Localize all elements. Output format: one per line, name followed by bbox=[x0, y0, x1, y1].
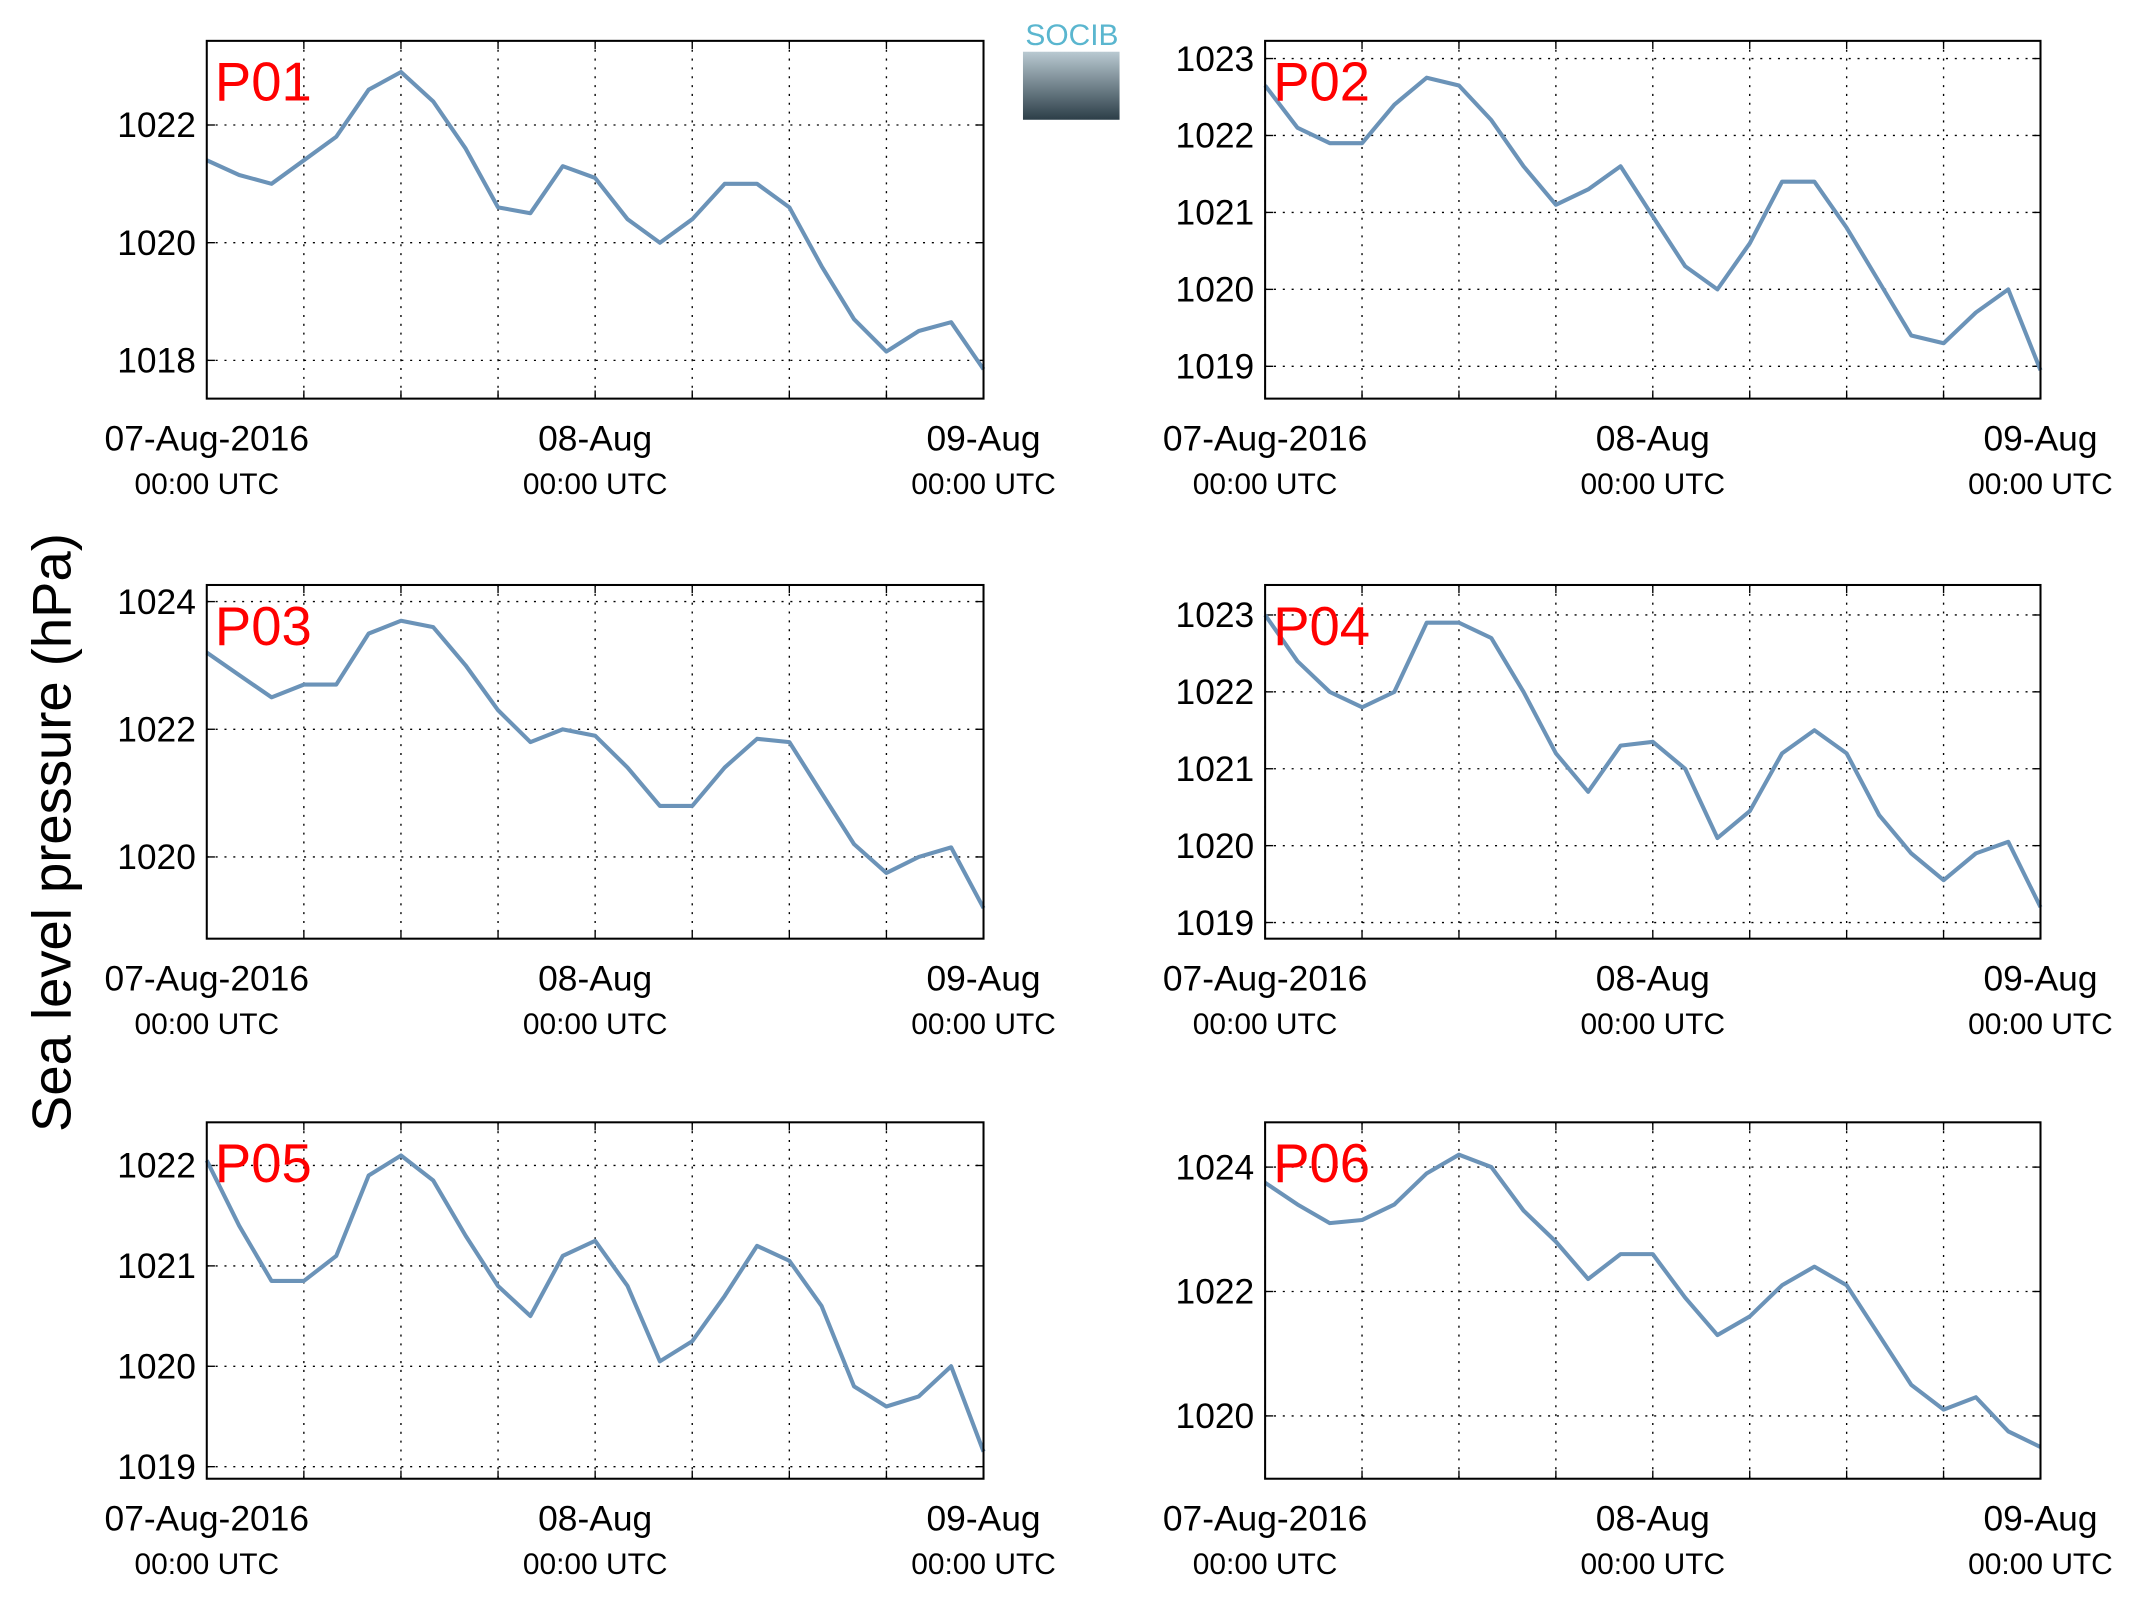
series-line bbox=[1263, 1152, 2042, 1449]
x-tick-sublabel: 00:00 UTC bbox=[911, 1548, 1056, 1581]
panel-title: P06 bbox=[1273, 1133, 1370, 1194]
y-tick-label: 1020 bbox=[1176, 271, 1255, 310]
series-line bbox=[205, 69, 986, 371]
y-tick-label: 1020 bbox=[117, 224, 196, 263]
axes-box bbox=[1264, 583, 2042, 940]
axes-box bbox=[205, 583, 985, 940]
x-tick-label: 09-Aug bbox=[927, 1499, 1041, 1538]
panel-title: P01 bbox=[215, 52, 312, 113]
y-tick-label: 1019 bbox=[1176, 904, 1255, 943]
panel-title: P04 bbox=[1273, 596, 1370, 657]
x-tick-sublabel: 00:00 UTC bbox=[134, 1548, 279, 1581]
logo-mark bbox=[1022, 51, 1120, 120]
series-line bbox=[205, 618, 986, 910]
x-tick-label: 07-Aug-2016 bbox=[1163, 1499, 1367, 1538]
x-tick-label: 07-Aug-2016 bbox=[105, 959, 309, 998]
x-tick-label: 07-Aug-2016 bbox=[1163, 419, 1367, 458]
y-tick-label: 1022 bbox=[117, 106, 196, 145]
y-tick-label: 1024 bbox=[117, 583, 196, 622]
y-tick-label: 1022 bbox=[1176, 673, 1255, 712]
x-tick-sublabel: 00:00 UTC bbox=[1968, 1548, 2113, 1581]
x-tick-sublabel: 00:00 UTC bbox=[523, 1548, 668, 1581]
y-tick-label: 1022 bbox=[117, 711, 196, 750]
axes-box bbox=[205, 39, 985, 400]
x-tick-sublabel: 00:00 UTC bbox=[523, 468, 668, 501]
y-tick-label: 1021 bbox=[1176, 194, 1255, 233]
x-tick-label: 08-Aug bbox=[538, 959, 652, 998]
y-tick-label: 1019 bbox=[117, 1448, 196, 1487]
x-tick-sublabel: 00:00 UTC bbox=[911, 1008, 1056, 1041]
panel-title: P05 bbox=[215, 1133, 312, 1194]
y-axis-label: Sea level pressure (hPa) bbox=[22, 533, 83, 1132]
x-tick-label: 08-Aug bbox=[1596, 959, 1710, 998]
x-tick-sublabel: 00:00 UTC bbox=[1580, 1008, 1725, 1041]
x-tick-label: 09-Aug bbox=[927, 959, 1041, 998]
x-tick-sublabel: 00:00 UTC bbox=[134, 1008, 279, 1041]
x-tick-label: 09-Aug bbox=[927, 419, 1041, 458]
x-tick-sublabel: 00:00 UTC bbox=[1580, 468, 1725, 501]
x-tick-sublabel: 00:00 UTC bbox=[1193, 468, 1338, 501]
x-tick-sublabel: 00:00 UTC bbox=[1968, 468, 2113, 501]
y-tick-label: 1020 bbox=[117, 838, 196, 877]
x-tick-label: 09-Aug bbox=[1983, 1499, 2097, 1538]
x-tick-label: 08-Aug bbox=[538, 419, 652, 458]
y-tick-label: 1018 bbox=[117, 342, 196, 381]
y-tick-label: 1020 bbox=[1176, 1397, 1255, 1436]
y-tick-label: 1022 bbox=[1176, 1273, 1255, 1312]
y-tick-label: 1023 bbox=[1176, 596, 1255, 635]
y-tick-label: 1021 bbox=[117, 1247, 196, 1286]
x-tick-label: 08-Aug bbox=[1596, 419, 1710, 458]
panel-title: P03 bbox=[215, 596, 312, 657]
x-tick-label: 08-Aug bbox=[1596, 1499, 1710, 1538]
y-tick-label: 1023 bbox=[1176, 40, 1255, 79]
x-tick-sublabel: 00:00 UTC bbox=[134, 468, 279, 501]
series-line bbox=[204, 1153, 986, 1453]
y-tick-label: 1024 bbox=[1176, 1148, 1255, 1187]
y-tick-label: 1020 bbox=[117, 1348, 196, 1387]
x-tick-label: 07-Aug-2016 bbox=[105, 1499, 309, 1538]
y-tick-label: 1022 bbox=[1176, 117, 1255, 156]
logo-text: SOCIB bbox=[1025, 19, 1118, 52]
x-tick-label: 08-Aug bbox=[538, 1499, 652, 1538]
x-tick-sublabel: 00:00 UTC bbox=[1193, 1548, 1338, 1581]
x-tick-sublabel: 00:00 UTC bbox=[911, 468, 1056, 501]
x-tick-label: 09-Aug bbox=[1983, 419, 2097, 458]
y-tick-label: 1020 bbox=[1176, 827, 1255, 866]
series-line bbox=[1263, 613, 2043, 909]
x-tick-sublabel: 00:00 UTC bbox=[1968, 1008, 2113, 1041]
x-tick-sublabel: 00:00 UTC bbox=[523, 1008, 668, 1041]
x-tick-label: 07-Aug-2016 bbox=[105, 419, 309, 458]
x-tick-sublabel: 00:00 UTC bbox=[1193, 1008, 1338, 1041]
y-tick-label: 1022 bbox=[117, 1147, 196, 1186]
panel-title: P02 bbox=[1273, 52, 1370, 113]
series-line bbox=[1263, 75, 2043, 371]
x-tick-sublabel: 00:00 UTC bbox=[1580, 1548, 1725, 1581]
x-tick-label: 07-Aug-2016 bbox=[1163, 959, 1367, 998]
axes-box bbox=[1264, 1121, 2042, 1480]
y-tick-label: 1019 bbox=[1176, 348, 1255, 387]
y-tick-label: 1021 bbox=[1176, 750, 1255, 789]
axes-box bbox=[205, 1121, 985, 1480]
axes-box bbox=[1264, 39, 2042, 400]
x-tick-label: 09-Aug bbox=[1983, 959, 2097, 998]
